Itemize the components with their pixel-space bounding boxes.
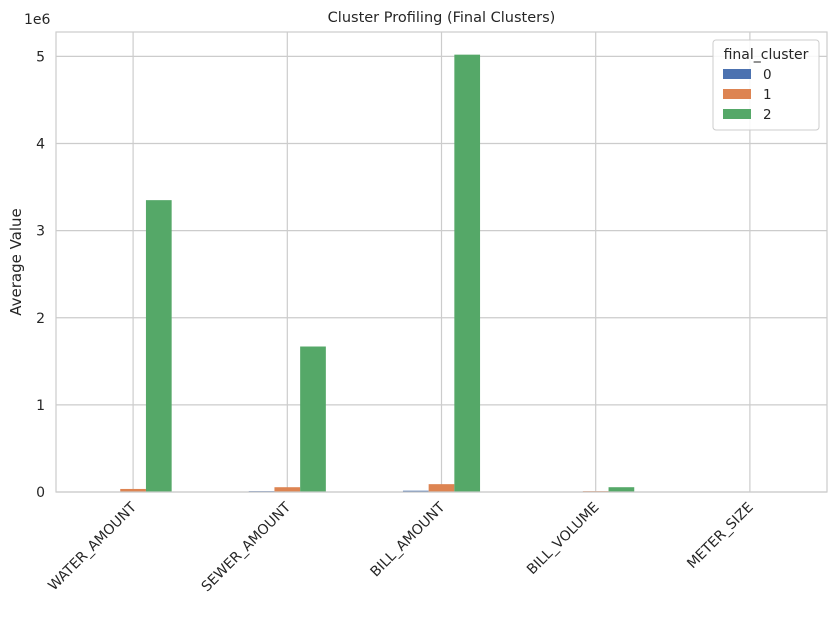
legend-swatch-0 [723, 69, 751, 79]
x-tick-label: BILL_VOLUME [524, 500, 602, 578]
bars [94, 54, 789, 493]
bar-series-2-sewer_amount [300, 346, 326, 492]
y-tick-label: 1 [36, 398, 45, 414]
bar-series-0-bill_amount [402, 490, 429, 492]
legend: final_cluster 0 1 2 [712, 39, 820, 131]
x-tick-label: SEWER_AMOUNT [199, 499, 295, 595]
bar-series-1-bill_amount [428, 484, 455, 492]
legend-label-0: 0 [763, 67, 772, 83]
legend-swatch-1 [723, 89, 751, 99]
x-tick-label: WATER_AMOUNT [45, 499, 140, 594]
y-tick-label: 0 [36, 485, 45, 501]
x-tick-label: METER_SIZE [684, 500, 756, 572]
legend-label-2: 2 [763, 107, 772, 123]
y-axis-ticks: 0 1 2 3 4 5 [36, 49, 45, 501]
bar-series-1-water_amount [120, 488, 146, 492]
x-tick-label: BILL_AMOUNT [368, 499, 449, 580]
chart-title: Cluster Profiling (Final Clusters) [328, 10, 556, 26]
legend-title: final_cluster [724, 47, 809, 63]
bar-series-2-bill_volume [608, 487, 635, 492]
legend-frame [712, 39, 820, 131]
legend-label-1: 1 [763, 87, 772, 103]
bar-series-2-water_amount [145, 200, 172, 493]
legend-swatch-2 [723, 109, 751, 119]
bar-series-2-bill_amount [454, 54, 481, 492]
y-axis-offset-text: 1e6 [24, 12, 51, 28]
y-tick-label: 5 [36, 49, 45, 65]
plot-frame [55, 31, 828, 493]
bar-series-1-sewer_amount [274, 487, 301, 492]
y-tick-label: 2 [36, 311, 45, 327]
y-axis-label: Average Value [7, 208, 25, 316]
y-tick-label: 3 [36, 224, 45, 240]
x-axis-ticks: WATER_AMOUNT SEWER_AMOUNT BILL_AMOUNT BILL_… [45, 499, 756, 595]
y-tick-label: 4 [36, 137, 45, 153]
